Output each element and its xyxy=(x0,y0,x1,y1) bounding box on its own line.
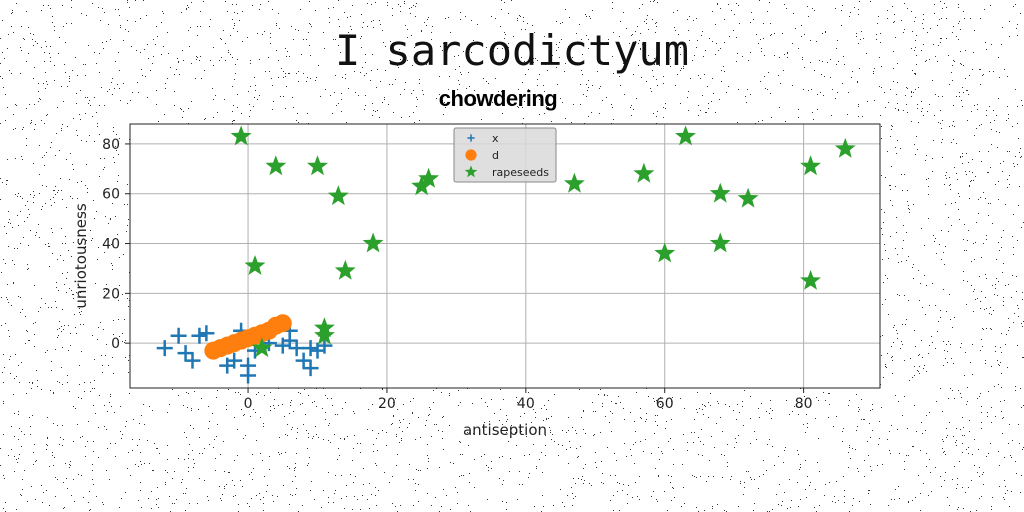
legend-label-x: x xyxy=(492,132,499,145)
y-tick-label: 20 xyxy=(102,286,120,302)
legend-marker-d xyxy=(465,149,477,161)
legend-box xyxy=(453,127,557,183)
y-tick-label: 60 xyxy=(102,187,120,203)
data-marks xyxy=(156,125,856,384)
data-point-rapeseeds xyxy=(362,232,384,253)
data-point-x xyxy=(177,345,194,362)
data-point-rapeseeds xyxy=(737,187,759,208)
data-point-x xyxy=(240,367,257,384)
series-rapeseeds xyxy=(230,125,856,358)
data-point-x xyxy=(184,352,201,369)
data-point-rapeseeds xyxy=(334,259,356,280)
data-point-rapeseeds xyxy=(251,337,273,358)
x-tick-label: 20 xyxy=(378,396,396,412)
data-point-d xyxy=(273,314,292,333)
data-point-rapeseeds xyxy=(800,269,821,290)
legend-item-x: x xyxy=(467,132,499,145)
data-point-rapeseeds xyxy=(230,125,252,146)
data-point-rapeseeds xyxy=(675,125,696,146)
x-tick-label: 0 xyxy=(244,396,253,412)
data-point-rapeseeds xyxy=(314,324,335,345)
legend: xd rapeseeds xyxy=(453,127,557,183)
data-point-x xyxy=(170,327,187,344)
data-point-rapeseeds xyxy=(709,182,731,203)
legend-marker-x xyxy=(467,134,475,142)
data-point-rapeseeds xyxy=(327,185,349,206)
legend-item-rapeseeds: rapeseeds xyxy=(464,165,549,179)
data-point-x xyxy=(288,340,305,357)
legend-label-rapeseeds: rapeseeds xyxy=(492,166,549,179)
data-point-rapeseeds xyxy=(265,155,287,176)
legend-item-d: d xyxy=(465,149,499,162)
x-axis-label: antiseption xyxy=(463,421,547,439)
data-point-x xyxy=(302,360,319,377)
data-point-x xyxy=(295,352,312,369)
chart-title: chowdering xyxy=(438,86,558,111)
data-point-x xyxy=(156,340,173,357)
data-point-rapeseeds xyxy=(307,155,328,176)
plot-area xyxy=(129,123,881,389)
data-point-x xyxy=(281,332,298,349)
series-d xyxy=(204,314,292,360)
data-point-rapeseeds xyxy=(564,172,585,193)
data-point-x xyxy=(302,340,319,357)
y-tick-label: 80 xyxy=(102,137,120,153)
axis-ticks: 0 20 40 60 80 0 20 40 60 80 xyxy=(102,137,812,412)
x-tick-label: 80 xyxy=(795,396,813,412)
data-point-rapeseeds xyxy=(834,137,856,158)
legend-label-d: d xyxy=(492,149,499,162)
legend-marker-rapeseeds xyxy=(464,165,478,178)
data-point-rapeseeds xyxy=(800,155,821,176)
x-tick-label: 40 xyxy=(517,396,535,412)
data-point-rapeseeds xyxy=(418,167,440,188)
y-axis-label: unriotousness xyxy=(72,203,90,308)
data-point-rapeseeds xyxy=(654,242,676,263)
data-point-x xyxy=(226,352,243,369)
data-point-x xyxy=(191,327,208,344)
y-tick-label: 0 xyxy=(111,336,120,352)
data-point-x xyxy=(198,325,215,342)
figure-suptitle: I sarcodictyum xyxy=(334,26,689,75)
x-tick-label: 60 xyxy=(656,396,674,412)
data-point-rapeseeds xyxy=(633,162,655,183)
data-point-rapeseeds xyxy=(709,232,731,253)
y-tick-label: 40 xyxy=(102,237,120,253)
data-point-rapeseeds xyxy=(244,255,266,275)
data-point-rapeseeds xyxy=(411,175,433,196)
